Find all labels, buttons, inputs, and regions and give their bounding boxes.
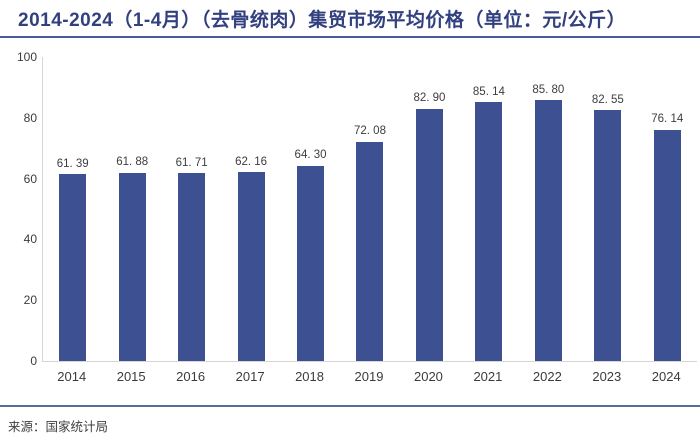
source-note: 来源：国家统计局 <box>8 420 109 434</box>
bar-value-label: 85. 80 <box>532 83 565 96</box>
x-axis-label: 2014 <box>57 369 87 384</box>
bar-slot: 61. 39 <box>43 57 102 361</box>
title-divider <box>0 36 700 38</box>
y-axis-tick-label: 80 <box>23 110 37 125</box>
bar <box>534 100 562 361</box>
bar <box>237 172 265 361</box>
y-axis-tick-label: 60 <box>23 171 37 186</box>
bar-value-label: 85. 14 <box>472 85 505 98</box>
bar-slot: 62. 16 <box>221 57 280 361</box>
bar <box>178 173 206 361</box>
bar <box>118 172 146 361</box>
x-axis-label: 2024 <box>651 369 681 384</box>
bar-value-label: 64. 30 <box>294 149 327 162</box>
y-axis-tick-label: 0 <box>30 354 37 368</box>
x-axis-label: 2020 <box>413 369 443 384</box>
y-axis-tick-label: 40 <box>23 232 37 247</box>
bar-value-label: 82. 90 <box>413 92 446 105</box>
bar-slot: 61. 71 <box>162 57 221 361</box>
bar <box>59 174 87 361</box>
bar-slot: 72. 08 <box>340 57 399 361</box>
bar <box>475 102 503 361</box>
x-axis-label: 2019 <box>354 369 384 384</box>
bar-slot: 64. 30 <box>281 57 340 361</box>
bar-slot: 85. 14 <box>459 57 518 361</box>
source-divider <box>0 405 700 407</box>
bar-value-label: 72. 08 <box>354 125 386 138</box>
x-axis-label: 2018 <box>295 369 324 384</box>
bar-value-label: 61. 39 <box>56 157 89 170</box>
x-axis: 2014 2015 2016 2017 2018 2019 2020 2021 2022 2023… <box>42 369 696 384</box>
bar <box>653 129 681 361</box>
y-axis-tick-label: 100 <box>16 50 37 64</box>
bar-value-label: 82. 55 <box>591 93 624 106</box>
x-axis-label: 2017 <box>235 369 265 384</box>
bar-value-label: 62. 16 <box>235 155 268 168</box>
x-axis-label: 2021 <box>473 369 503 384</box>
x-axis-label: 2015 <box>116 369 146 384</box>
y-axis-tick-label: 20 <box>23 293 37 308</box>
bar-slot: 82. 55 <box>578 57 637 361</box>
x-axis-label: 2022 <box>532 369 562 384</box>
bar-slot: 61. 88 <box>102 57 161 361</box>
bar <box>594 110 622 361</box>
page-title: 2014-2024（1-4月）（去骨统肉）集贸市场平均价格（单位：元/公斤） <box>18 10 627 31</box>
bar-value-label: 76. 14 <box>651 113 684 126</box>
x-axis-label: 2016 <box>176 369 206 384</box>
bar <box>356 141 384 361</box>
bar-slot: 82. 90 <box>400 57 459 361</box>
plot-area: 61. 39 61. 88 61. 71 62. 16 64. 30 72. 08 82. … <box>42 57 697 362</box>
bar-value-label: 61. 71 <box>175 156 208 169</box>
bar <box>297 165 325 361</box>
bar-value-label: 61. 88 <box>116 156 149 169</box>
x-axis-label: 2023 <box>592 369 622 384</box>
bar-slot: 76. 14 <box>638 57 697 361</box>
bar <box>415 108 443 361</box>
bar-slot: 85. 80 <box>519 57 578 361</box>
y-axis: 0 20 40 60 80 100 <box>0 51 37 367</box>
